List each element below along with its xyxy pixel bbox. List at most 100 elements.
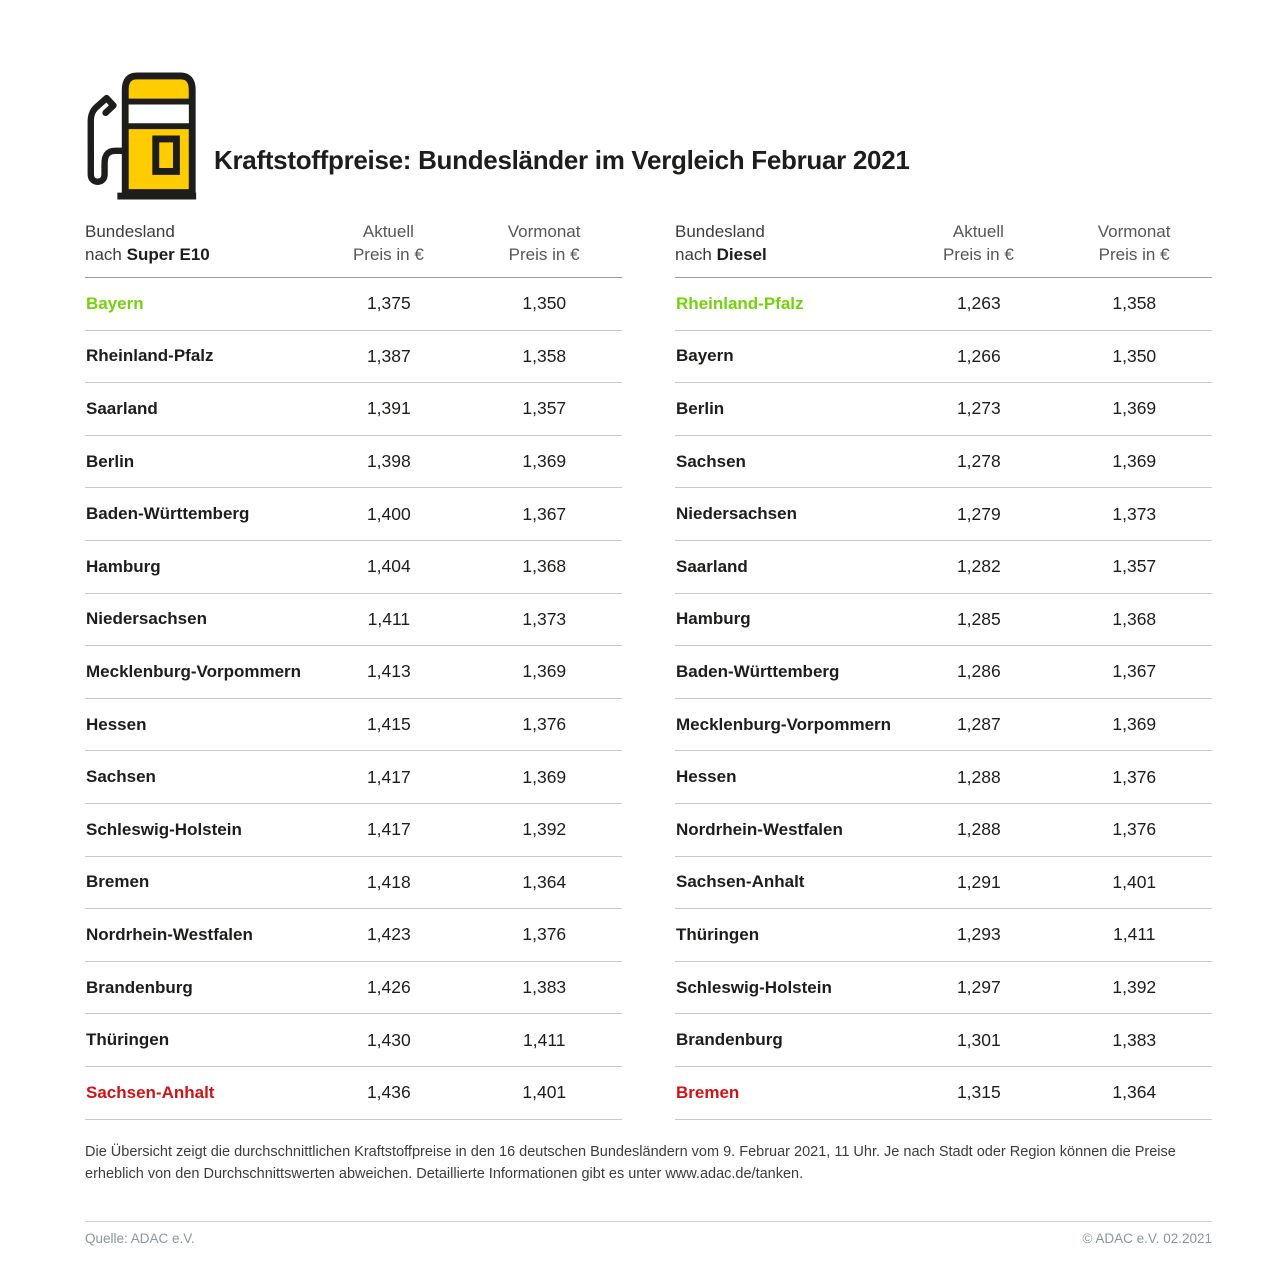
price-current: 1,285 xyxy=(956,608,1001,629)
table-row: Hessen 1,415 1,376 xyxy=(85,699,622,752)
state-name: Bayern xyxy=(86,293,144,313)
column-header-aktuell: Aktuell Preis in € xyxy=(942,222,1014,264)
table-row: Mecklenburg-Vorpommern 1,287 1,369 xyxy=(675,699,1212,752)
price-current: 1,278 xyxy=(956,451,1001,472)
table-row: Bremen 1,418 1,364 xyxy=(85,857,622,910)
table-row: Bayern 1,266 1,350 xyxy=(675,331,1212,384)
state-name: Niedersachsen xyxy=(676,504,797,524)
state-name: Nordrhein-Westfalen xyxy=(86,924,253,944)
price-previous: 1,369 xyxy=(1112,714,1157,735)
state-name: Hessen xyxy=(676,767,737,787)
price-current: 1,286 xyxy=(956,661,1001,682)
price-previous: 1,376 xyxy=(1112,819,1157,840)
table-row: Berlin 1,398 1,369 xyxy=(85,436,622,489)
state-name: Hessen xyxy=(86,714,147,734)
price-current: 1,375 xyxy=(366,293,411,314)
state-name: Hamburg xyxy=(676,609,751,629)
fuel-type-label: Super E10 xyxy=(126,245,210,264)
price-previous: 1,367 xyxy=(522,503,567,524)
column-header-vormonat: Vormonat Preis in € xyxy=(1097,222,1171,264)
state-name: Schleswig-Holstein xyxy=(86,819,242,839)
state-name: Berlin xyxy=(676,398,725,418)
price-previous: 1,383 xyxy=(522,977,567,998)
table-row: Schleswig-Holstein 1,297 1,392 xyxy=(675,962,1212,1015)
price-current: 1,387 xyxy=(366,345,411,366)
page-title: Kraftstoffpreise: Bundesländer im Vergle… xyxy=(214,145,910,175)
state-name: Berlin xyxy=(86,451,135,471)
price-previous: 1,364 xyxy=(1112,1082,1157,1103)
price-previous: 1,368 xyxy=(1112,608,1157,629)
table-diesel: Bundesland nach Diesel Aktuell Preis in … xyxy=(675,220,1212,1120)
price-previous: 1,369 xyxy=(522,661,567,682)
state-name: Nordrhein-Westfalen xyxy=(676,819,843,839)
table-row: Rheinland-Pfalz 1,263 1,358 xyxy=(675,278,1212,331)
state-name: Hamburg xyxy=(86,556,161,576)
price-previous: 1,373 xyxy=(1112,503,1157,524)
price-previous: 1,392 xyxy=(1112,977,1157,998)
table-row: Berlin 1,273 1,369 xyxy=(675,383,1212,436)
state-name: Sachsen-Anhalt xyxy=(86,1082,215,1102)
price-previous: 1,350 xyxy=(1112,345,1157,366)
price-current: 1,291 xyxy=(956,871,1001,892)
price-previous: 1,369 xyxy=(1112,451,1157,472)
state-name: Mecklenburg-Vorpommern xyxy=(676,714,892,734)
table-row: Saarland 1,282 1,357 xyxy=(675,541,1212,594)
table-row: Brandenburg 1,301 1,383 xyxy=(675,1014,1212,1067)
state-name: Schleswig-Holstein xyxy=(676,977,832,997)
price-previous: 1,358 xyxy=(522,345,567,366)
table-row: Schleswig-Holstein 1,417 1,392 xyxy=(85,804,622,857)
price-current: 1,417 xyxy=(366,766,411,787)
table-row: Baden-Württemberg 1,400 1,367 xyxy=(85,488,622,541)
table-row: Baden-Württemberg 1,286 1,367 xyxy=(675,646,1212,699)
table-row: Hamburg 1,404 1,368 xyxy=(85,541,622,594)
table-row: Sachsen-Anhalt 1,436 1,401 xyxy=(85,1067,622,1120)
price-current: 1,288 xyxy=(956,819,1001,840)
state-name: Saarland xyxy=(676,556,748,576)
price-previous: 1,369 xyxy=(522,451,567,472)
table-row: Bayern 1,375 1,350 xyxy=(85,278,622,331)
column-header-bundesland: Bundesland nach Diesel xyxy=(675,222,767,264)
price-previous: 1,368 xyxy=(522,556,567,577)
table-header: Bundesland nach Diesel Aktuell Preis in … xyxy=(675,220,1212,278)
state-name: Sachsen xyxy=(676,451,746,471)
price-previous: 1,373 xyxy=(522,608,567,629)
state-name: Sachsen-Anhalt xyxy=(676,872,805,892)
price-current: 1,288 xyxy=(956,766,1001,787)
price-current: 1,430 xyxy=(366,1029,411,1050)
price-previous: 1,358 xyxy=(1112,293,1157,314)
price-previous: 1,376 xyxy=(1112,766,1157,787)
price-previous: 1,364 xyxy=(522,871,567,892)
fuel-pump-icon xyxy=(85,72,197,200)
table-super-e10: Bundesland nach Super E10 Aktuell Preis … xyxy=(85,220,622,1120)
price-previous: 1,392 xyxy=(522,819,567,840)
price-current: 1,413 xyxy=(366,661,411,682)
price-previous: 1,383 xyxy=(1112,1029,1157,1050)
state-name: Baden-Württemberg xyxy=(86,504,250,524)
price-previous: 1,411 xyxy=(523,1029,566,1050)
column-header-vormonat: Vormonat Preis in € xyxy=(507,222,581,264)
price-current: 1,263 xyxy=(956,293,1001,314)
price-current: 1,273 xyxy=(956,398,1001,419)
price-previous: 1,376 xyxy=(522,924,567,945)
source-label: Quelle: ADAC e.V. xyxy=(85,1230,195,1246)
state-name: Saarland xyxy=(86,398,158,418)
price-current: 1,279 xyxy=(956,503,1001,524)
price-current: 1,426 xyxy=(366,977,411,998)
column-header-aktuell: Aktuell Preis in € xyxy=(352,222,424,264)
price-previous: 1,369 xyxy=(522,766,567,787)
table-row: Niedersachsen 1,411 1,373 xyxy=(85,594,622,647)
price-previous: 1,376 xyxy=(522,714,567,735)
table-row: Nordrhein-Westfalen 1,423 1,376 xyxy=(85,909,622,962)
state-name: Bremen xyxy=(676,1082,740,1102)
table-row: Bremen 1,315 1,364 xyxy=(675,1067,1212,1120)
price-previous: 1,401 xyxy=(522,1082,567,1103)
state-name: Baden-Württemberg xyxy=(676,661,840,681)
state-name: Thüringen xyxy=(676,924,760,944)
table-row: Thüringen 1,430 1,411 xyxy=(85,1014,622,1067)
price-current: 1,287 xyxy=(956,714,1001,735)
price-previous: 1,357 xyxy=(1112,556,1157,577)
price-previous: 1,369 xyxy=(1112,398,1157,419)
footnote: Die Übersicht zeigt die durchschnittlich… xyxy=(85,1143,1176,1183)
state-name: Niedersachsen xyxy=(86,609,207,629)
price-current: 1,315 xyxy=(956,1082,1001,1103)
